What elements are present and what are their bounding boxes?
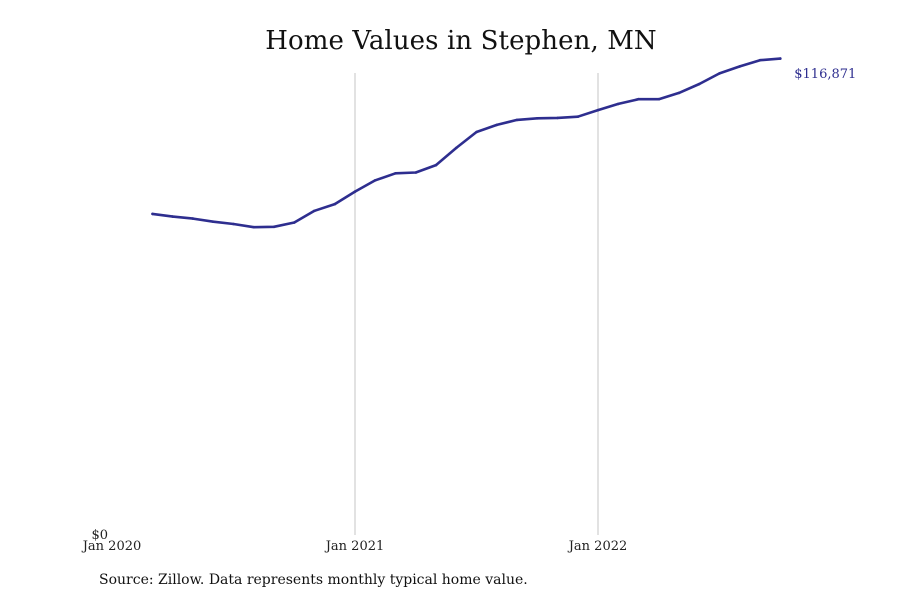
data-point: [455, 146, 458, 150]
data-point: [232, 222, 235, 226]
data-point: [414, 171, 418, 174]
data-point: [536, 117, 539, 120]
data-point: [151, 212, 154, 216]
data-point: [293, 221, 296, 224]
series-line: [151, 57, 782, 229]
grid-lines: [354, 73, 599, 535]
series-layer: $116,871: [151, 57, 856, 229]
data-point: [313, 209, 316, 213]
data-point: [738, 65, 742, 68]
data-point: [576, 115, 580, 118]
data-point: [637, 97, 640, 101]
data-point: [434, 163, 438, 167]
data-point: [758, 58, 762, 62]
data-point: [698, 82, 701, 86]
x-tick-label: Jan 2021: [324, 539, 385, 554]
x-axis-ticks: Jan 2020 Jan 2021 Jan 2022: [81, 539, 628, 554]
data-point: [779, 57, 782, 60]
data-point: [495, 123, 499, 127]
data-point: [515, 118, 519, 122]
series-end-label: $116,871: [794, 67, 856, 82]
data-point: [677, 91, 681, 95]
y-axis-zero-label: $0: [91, 528, 108, 543]
data-point: [212, 220, 215, 223]
data-point: [596, 108, 600, 112]
data-point: [475, 130, 478, 134]
data-point: [657, 97, 661, 101]
data-point: [556, 116, 559, 120]
source-note: Source: Zillow. Data represents monthly …: [99, 572, 528, 588]
data-point: [191, 217, 195, 220]
data-point: [353, 190, 357, 193]
data-point: [333, 202, 337, 206]
data-point: [617, 102, 620, 106]
data-point: [252, 225, 256, 229]
chart-title: Home Values in Stephen, MN: [265, 26, 657, 56]
data-point: [394, 172, 397, 175]
data-point: [718, 72, 721, 75]
x-tick-label: Jan 2022: [567, 539, 628, 554]
data-point: [272, 225, 276, 229]
data-point: [171, 215, 175, 218]
x-tick-label: Jan 2020: [81, 539, 142, 554]
data-point: [374, 179, 377, 182]
